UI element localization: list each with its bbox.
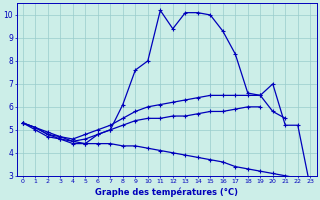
X-axis label: Graphe des températures (°C): Graphe des températures (°C) (95, 187, 238, 197)
